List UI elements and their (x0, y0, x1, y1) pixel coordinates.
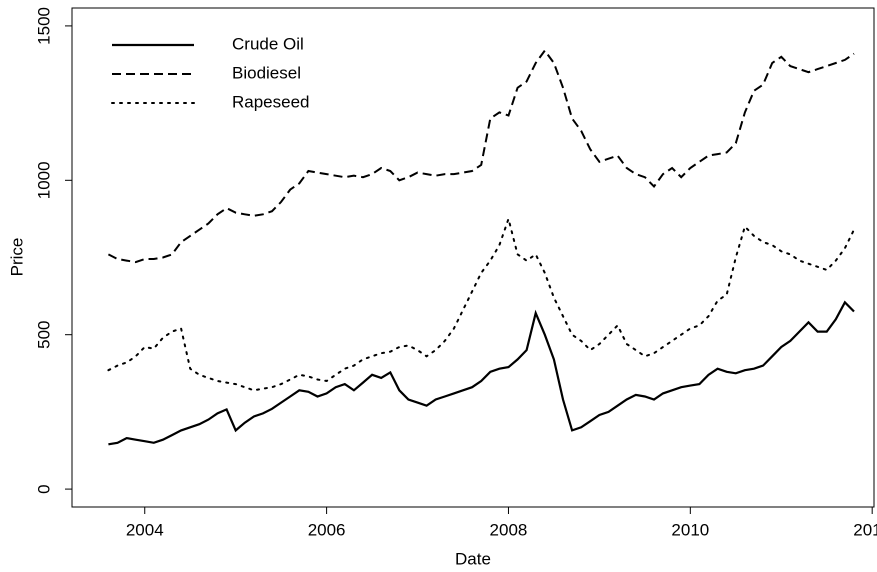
y-axis-label: Price (7, 238, 26, 277)
x-tick-label: 2004 (126, 520, 164, 539)
y-tick-label: 1500 (34, 7, 53, 45)
plot-frame (71, 7, 875, 508)
y-tick-label: 500 (34, 321, 53, 349)
line-series (107, 48, 855, 264)
x-tick-label: 2010 (671, 520, 709, 539)
legend-label: Biodiesel (232, 63, 301, 82)
legend-label: Rapeseed (232, 92, 310, 111)
x-tick-label: 2006 (308, 520, 346, 539)
x-tick-label: 2012 (853, 520, 877, 539)
x-tick-label: 2008 (490, 520, 528, 539)
legend-label: Crude Oil (232, 34, 304, 53)
line-series (107, 215, 855, 392)
line-series (108, 300, 855, 446)
x-axis-label: Date (455, 549, 491, 568)
y-tick-label: 0 (34, 484, 53, 493)
y-tick-label: 1000 (34, 161, 53, 199)
